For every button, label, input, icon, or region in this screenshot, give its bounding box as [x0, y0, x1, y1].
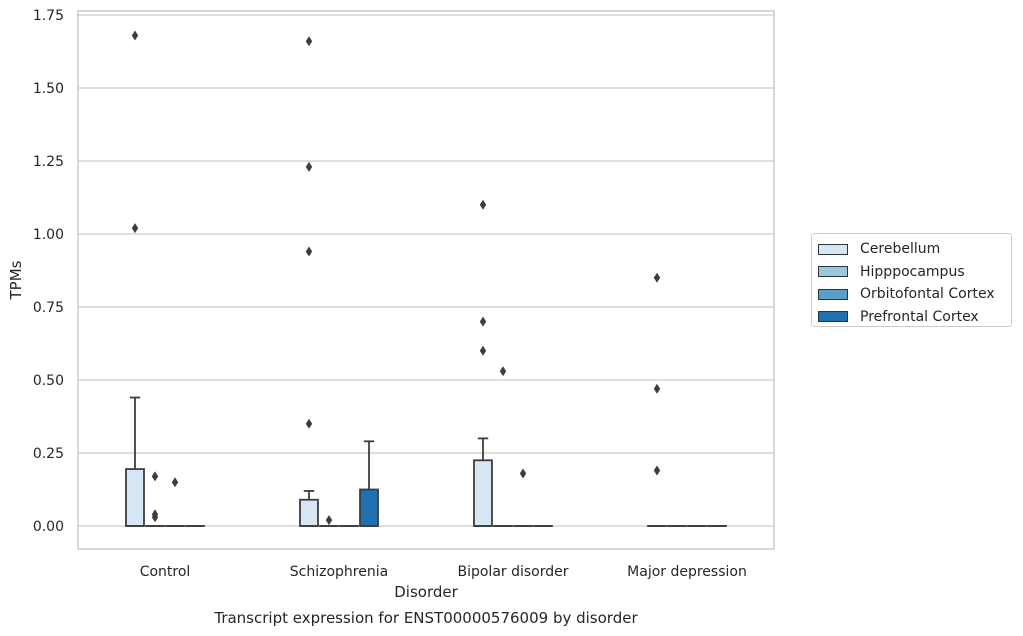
outlier-point [151, 509, 159, 520]
legend-swatch [818, 311, 848, 323]
y-axis-label: TPMs [7, 260, 25, 300]
y-tick-label: 1.25 [33, 154, 64, 170]
y-tick-label: 0.00 [33, 519, 64, 535]
box-body [299, 498, 319, 527]
chart-title: Transcript expression for ENST0000057600… [213, 609, 638, 627]
box [473, 437, 493, 527]
x-axis-ticks: Control Schizophrenia Bipolar disorder Majo… [140, 564, 747, 580]
y-tick-label: 0.75 [33, 300, 64, 316]
legend-swatch [818, 288, 848, 300]
outlier-point [653, 465, 661, 476]
outlier-point [479, 345, 487, 356]
outlier-point [305, 36, 313, 47]
box-body [473, 459, 493, 527]
outlier-point [305, 246, 313, 257]
legend-swatch [818, 266, 848, 278]
box-body [125, 468, 145, 527]
legend-label: Hipppocampus [860, 263, 965, 280]
legend-item: Prefrontal Cortex [818, 306, 1011, 329]
outlier-point [305, 161, 313, 172]
y-axis-ticks: 0.00 0.25 0.50 0.75 1.00 1.25 1.50 1.75 [33, 8, 64, 535]
legend-item: Cerebellum [818, 238, 1011, 261]
box-plot-series [125, 396, 727, 527]
x-axis-label: Disorder [394, 583, 458, 601]
outlier-point [305, 418, 313, 429]
box [359, 440, 379, 527]
box [125, 396, 145, 527]
outlier-point [653, 383, 661, 394]
outlier-point [151, 471, 159, 482]
x-tick-label: Major depression [627, 564, 747, 580]
plot-frame [77, 10, 775, 550]
legend-label: Orbitofontal Cortex [860, 286, 995, 303]
x-tick-label: Bipolar disorder [457, 564, 568, 580]
box [299, 490, 319, 527]
y-tick-label: 1.75 [33, 8, 64, 24]
outlier-points [131, 30, 661, 526]
legend-label: Cerebellum [860, 241, 941, 258]
outlier-point [499, 366, 507, 377]
y-tick-label: 0.50 [33, 373, 64, 389]
outlier-point [653, 272, 661, 283]
legend-label: Prefrontal Cortex [860, 308, 979, 325]
legend-item: Orbitofontal Cortex [818, 283, 1011, 306]
outlier-point [131, 30, 139, 41]
outlier-point [519, 468, 527, 479]
x-tick-label: Control [140, 564, 191, 580]
legend-item: Hipppocampus [818, 261, 1011, 284]
gridlines [78, 14, 774, 527]
y-tick-label: 1.00 [33, 227, 64, 243]
legend: Cerebellum Hipppocampus Orbitofontal Cor… [811, 233, 1012, 327]
y-tick-label: 0.25 [33, 446, 64, 462]
box-body [359, 488, 379, 527]
legend-swatch [818, 243, 848, 255]
outlier-point [171, 477, 179, 488]
outlier-point [479, 316, 487, 327]
outlier-point [325, 515, 333, 526]
y-tick-label: 1.50 [33, 81, 64, 97]
x-tick-label: Schizophrenia [290, 564, 388, 580]
outlier-point [479, 199, 487, 210]
outlier-point [131, 223, 139, 234]
